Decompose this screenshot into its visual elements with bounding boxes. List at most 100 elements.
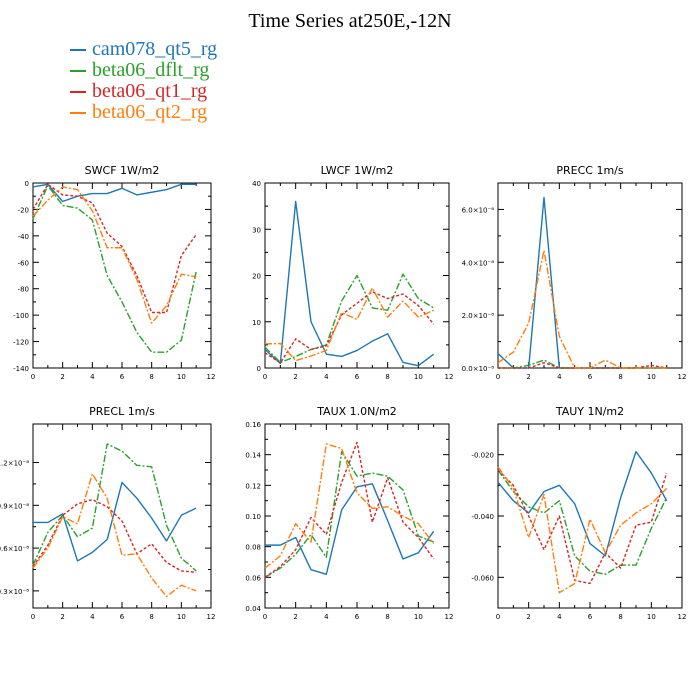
panel-title: PRECC 1m/s — [556, 164, 624, 177]
legend-line-2 — [70, 70, 86, 73]
x-tick-label: 6 — [355, 373, 360, 381]
panel-title: TAUX 1.0N/m2 — [316, 405, 397, 418]
y-tick-label: 0 — [25, 180, 29, 188]
legend-entry-2: beta06_dflt_rg — [70, 59, 209, 82]
x-tick-label: 10 — [177, 613, 186, 621]
x-tick-label: 8 — [618, 373, 622, 381]
x-tick-label: 0 — [31, 373, 35, 381]
series-line-beta06_qt1_rg — [32, 183, 197, 314]
x-tick-label: 4 — [324, 373, 329, 381]
series-line-beta06_qt1_rg — [264, 441, 435, 578]
series-line-beta06_qt2_rg — [32, 473, 197, 598]
x-tick-label: 6 — [120, 613, 125, 621]
figure-title: Time Series at250E,-12N — [248, 10, 452, 32]
x-tick-label: 8 — [149, 373, 153, 381]
y-tick-label: -100 — [13, 312, 29, 320]
y-tick-label: -20 — [18, 206, 29, 214]
panel-title: TAUY 1N/m2 — [555, 405, 624, 418]
legend-label-1: cam078_qt5_rg — [92, 38, 218, 60]
y-tick-label: 0.3×10⁻⁸ — [0, 588, 29, 596]
x-tick-label: 2 — [526, 373, 530, 381]
x-tick-label: 12 — [445, 373, 454, 381]
y-tick-label: -40 — [18, 233, 29, 241]
x-tick-label: 0 — [496, 613, 500, 621]
y-tick-label: -0.020 — [471, 452, 494, 460]
series-line-cam078_qt5_rg — [497, 196, 667, 369]
panel-title: LWCF 1W/m2 — [321, 164, 394, 177]
y-tick-label: 0.6×10⁻⁸ — [0, 545, 29, 553]
series-line-beta06_qt2_rg — [497, 466, 668, 594]
x-tick-label: 10 — [647, 373, 656, 381]
x-tick-label: 4 — [557, 613, 562, 621]
x-tick-label: 12 — [678, 373, 687, 381]
y-tick-label: 1.2×10⁻⁸ — [0, 460, 29, 468]
y-tick-label: 30 — [252, 226, 261, 234]
x-tick-label: 0 — [31, 613, 35, 621]
panel-title: PRECL 1m/s — [89, 405, 155, 418]
legend-label-2: beta06_dflt_rg — [92, 59, 210, 81]
y-tick-label: 0.10 — [245, 513, 261, 521]
y-tick-label: 0.08 — [245, 544, 261, 552]
y-tick-label: 0.0×10⁻⁸ — [462, 365, 495, 373]
legend-entry-4: beta06_qt2_rg — [70, 101, 207, 124]
series-line-beta06_qt2_rg — [497, 249, 667, 369]
y-tick-label: -60 — [18, 259, 29, 267]
x-tick-label: 4 — [557, 373, 562, 381]
plot-frame — [32, 182, 212, 369]
series-line-beta06_dflt_rg — [32, 184, 197, 353]
x-tick-label: 6 — [355, 613, 360, 621]
panel-2: LWCF 1W/m2 0 2 4 6 8 10 12 0 10 20 30 40 — [252, 164, 453, 381]
y-tick-label: 0.9×10⁻⁸ — [0, 502, 29, 510]
panel-6: TAUY 1N/m2 0 2 4 6 8 10 12 -0.020 -0.040 -0.060 — [471, 405, 686, 621]
y-tick-label: -0.040 — [471, 513, 494, 521]
legend-line-4 — [70, 112, 86, 115]
panel-5: TAUX 1.0N/m2 0 2 4 6 8 10 12 0.04 0.06 0.08 0.10 0.1… — [245, 405, 453, 621]
y-tick-label: 2.0×10⁻⁸ — [462, 312, 495, 320]
y-tick-label: 4.0×10⁻⁸ — [462, 259, 495, 267]
series-line-beta06_dflt_rg — [32, 443, 197, 572]
x-tick-label: 8 — [385, 613, 389, 621]
x-tick-label: 4 — [90, 373, 95, 381]
y-tick-label: -120 — [13, 339, 29, 347]
x-tick-label: 2 — [293, 613, 297, 621]
series-line-cam078_qt5_rg — [32, 183, 197, 203]
x-tick-label: 10 — [414, 613, 423, 621]
x-tick-label: 10 — [177, 373, 186, 381]
series-line-beta06_qt1_rg — [498, 362, 667, 369]
y-tick-label: 0.06 — [245, 574, 261, 582]
x-tick-label: 8 — [618, 613, 622, 621]
panel-title: SWCF 1W/m2 — [85, 164, 160, 177]
x-tick-label: 2 — [60, 613, 64, 621]
series-line-cam078_qt5_rg — [265, 483, 435, 575]
y-tick-label: 0.12 — [245, 482, 261, 490]
series-line-cam078_qt5_rg — [33, 481, 197, 562]
series-line-beta06_dflt_rg — [264, 450, 434, 578]
series-line-beta06_qt1_rg — [497, 469, 668, 585]
legend-line-1 — [70, 49, 86, 52]
x-tick-label: 8 — [385, 373, 389, 381]
y-tick-label: 10 — [252, 319, 261, 327]
y-tick-label: -0.060 — [471, 574, 494, 582]
x-tick-label: 2 — [526, 613, 530, 621]
panel-4: PRECL 1m/s 0 2 4 6 8 10 12 0.3×10⁻⁸ 0.6×10⁻⁸ 0.9×1… — [0, 405, 215, 621]
y-tick-label: 0.14 — [245, 452, 261, 460]
x-tick-label: 0 — [263, 373, 267, 381]
y-tick-label: 0 — [257, 365, 261, 373]
legend-line-3 — [70, 91, 86, 94]
x-tick-label: 2 — [293, 373, 297, 381]
x-tick-label: 0 — [496, 373, 500, 381]
x-tick-label: 6 — [120, 373, 125, 381]
series-line-beta06_qt2_rg — [264, 443, 435, 569]
y-tick-label: 20 — [252, 273, 261, 281]
series-line-beta06_dflt_rg — [497, 469, 668, 575]
panel-1: SWCF 1W/m2 0 2 4 6 8 10 12 0 -20 -40 -60 -80 -100 -120… — [13, 164, 215, 381]
series-line-beta06_qt1_rg — [264, 290, 435, 364]
legend-label-3: beta06_qt1_rg — [92, 80, 208, 102]
plot-frame — [264, 423, 450, 609]
y-tick-label: 6.0×10⁻⁸ — [462, 206, 495, 214]
x-tick-label: 12 — [678, 613, 687, 621]
x-tick-label: 0 — [263, 613, 267, 621]
y-tick-label: 40 — [252, 180, 261, 188]
series-line-beta06_qt2_rg — [32, 186, 197, 324]
